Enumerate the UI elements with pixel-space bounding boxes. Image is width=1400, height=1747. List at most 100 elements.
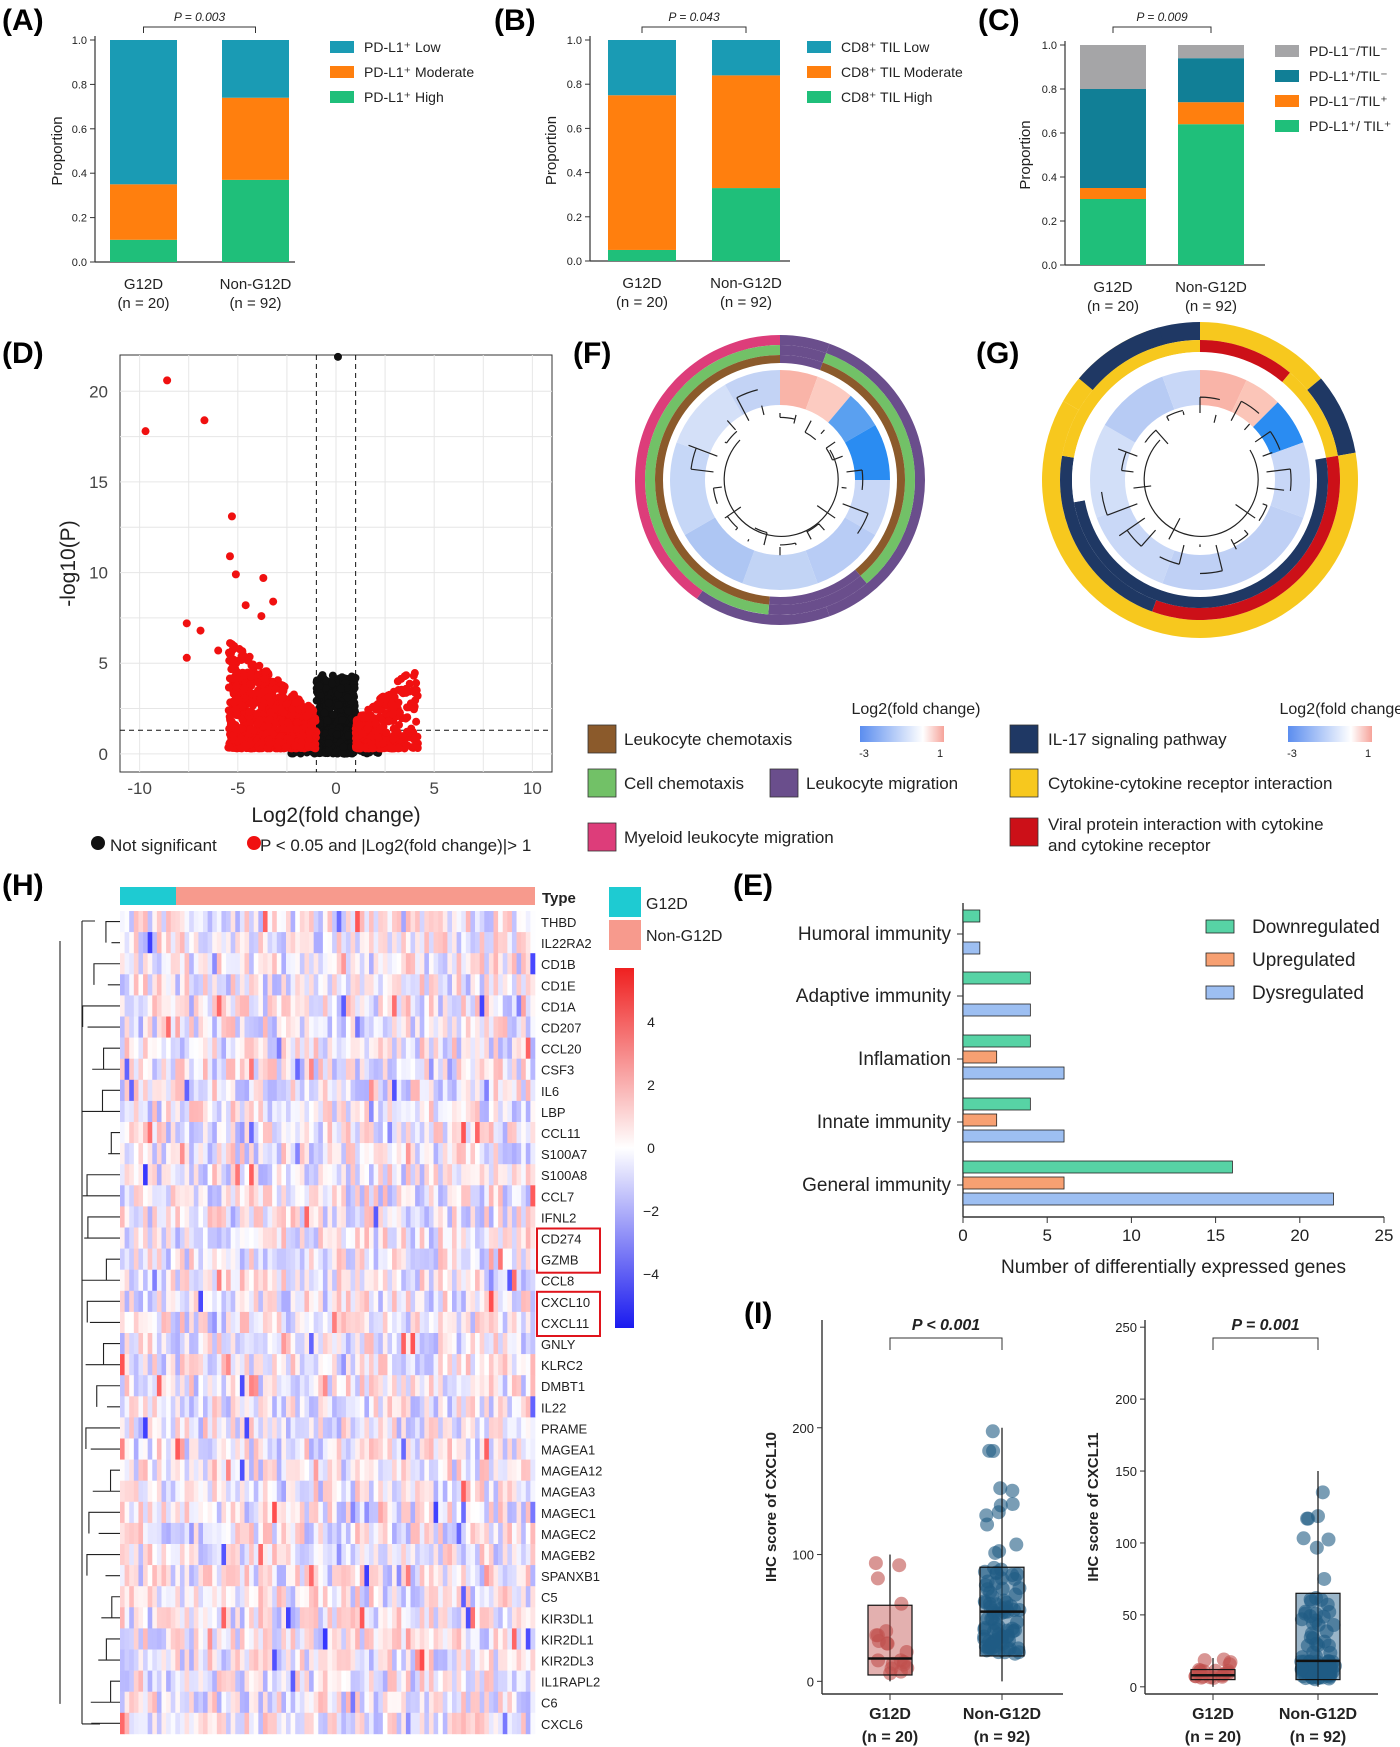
heatmap-cell: [438, 1269, 444, 1292]
heatmap-cell: [355, 1375, 361, 1397]
heatmap-cell: [415, 1522, 421, 1545]
heatmap-cell: [373, 1058, 379, 1081]
heatmap-cell: [511, 1269, 517, 1292]
heatmap-cell: [442, 1037, 448, 1059]
point-not-significant: [329, 710, 338, 719]
heatmap-cell: [336, 1079, 342, 1102]
heatmap-cell: [424, 1290, 430, 1313]
heatmap-cell: [369, 1333, 374, 1355]
heatmap-cell: [433, 995, 439, 1017]
heatmap-cell: [281, 911, 287, 933]
heatmap-cell: [405, 932, 411, 954]
heatmap-cell: [175, 1480, 181, 1503]
heatmap-cell: [281, 1459, 287, 1481]
heatmap-cell: [313, 1143, 319, 1165]
y-tick-label: 0.4: [1042, 172, 1057, 184]
heatmap-cell: [156, 1248, 162, 1270]
heatmap-cell: [382, 1290, 388, 1313]
heatmap-cell: [332, 1122, 338, 1144]
heatmap-cell: [428, 1079, 434, 1102]
point-significant: [229, 655, 238, 664]
heatmap-cell: [355, 1501, 361, 1524]
heatmap-cell: [299, 1480, 305, 1503]
heatmap-cell: [332, 1185, 338, 1207]
heatmap-cell: [410, 1438, 416, 1460]
heatmap-cell: [290, 1480, 296, 1503]
heatmap-cell: [461, 1122, 467, 1144]
heatmap-cell: [152, 1522, 158, 1545]
heatmap-cell: [516, 1100, 522, 1123]
legend-label: Non-G12D: [646, 928, 722, 945]
heatmap-cell: [313, 1037, 319, 1059]
heatmap-cell: [461, 1354, 467, 1376]
heatmap-cell: [166, 911, 172, 933]
point-not-significant: [338, 715, 347, 724]
heatmap-cell: [221, 1354, 227, 1376]
heatmap-cell: [456, 1333, 462, 1355]
heatmap-cell: [428, 1206, 434, 1228]
heatmap-cell: [239, 1480, 245, 1503]
heatmap-cell: [286, 1269, 291, 1292]
heatmap-cell: [129, 911, 135, 933]
heatmap-cell: [143, 1459, 148, 1481]
heatmap-cell: [493, 953, 499, 975]
heatmap-cell: [392, 1227, 397, 1249]
heatmap-cell: [359, 1206, 365, 1228]
point-significant: [286, 723, 295, 732]
heatmap-cell: [336, 1459, 342, 1481]
legend-label: Cytokine-cytokine receptor interaction: [1048, 774, 1332, 793]
heatmap-cell: [290, 1354, 296, 1376]
heatmap-cell: [189, 1185, 195, 1207]
heatmap-cell: [484, 995, 490, 1017]
heatmap-cell: [253, 1143, 259, 1165]
heatmap-cell: [161, 1058, 167, 1081]
heatmap-cell: [364, 1333, 370, 1355]
heatmap-cell: [226, 1079, 231, 1102]
heatmap-cell: [419, 1206, 425, 1228]
heatmap-cell: [318, 1396, 324, 1418]
heatmap-cell: [498, 1122, 504, 1144]
heatmap-cell: [309, 1227, 314, 1249]
heatmap-cell: [262, 1185, 268, 1207]
heatmap-cell: [488, 974, 494, 996]
heatmap-cell: [382, 1417, 388, 1439]
category-ring-segment: [1282, 372, 1338, 458]
heatmap-cell: [507, 1311, 513, 1334]
heatmap-cell: [470, 932, 476, 954]
heatmap-cell: [498, 1058, 504, 1081]
heatmap-cell: [175, 1269, 181, 1292]
heatmap-cell: [424, 1480, 430, 1503]
heatmap-cell: [465, 1122, 471, 1144]
legend-swatch: [807, 41, 831, 53]
heatmap-cell: [120, 1016, 125, 1038]
heatmap-cell: [511, 1164, 517, 1186]
heatmap-cell: [295, 1122, 301, 1144]
heatmap-cell: [133, 1122, 139, 1144]
heatmap-cell: [281, 1438, 287, 1460]
heatmap-cell: [382, 995, 388, 1017]
heatmap-cell: [525, 1227, 531, 1249]
heatmap-cell: [313, 1501, 319, 1524]
heatmap-cell: [184, 932, 190, 954]
heatmap-cell: [479, 974, 485, 996]
heatmap-cell: [133, 1290, 139, 1313]
heatmap-cell: [387, 1227, 393, 1249]
heatmap-cell: [364, 1290, 370, 1313]
heatmap-cell: [387, 1248, 393, 1270]
heatmap-cell: [475, 1037, 480, 1059]
heatmap-cell: [461, 1375, 467, 1397]
heatmap-cell: [484, 1438, 490, 1460]
panel-label-g: (G): [976, 337, 1019, 370]
heatmap-cell: [456, 1438, 462, 1460]
heatmap-cell: [221, 1269, 227, 1292]
heatmap-cell: [262, 1333, 268, 1355]
heatmap-cell: [470, 1480, 476, 1503]
heatmap-cell: [424, 1333, 430, 1355]
heatmap-cell: [369, 995, 374, 1017]
heatmap-cell: [262, 1522, 268, 1545]
heatmap-cell: [396, 1100, 402, 1123]
heatmap-cell: [498, 1290, 504, 1313]
heatmap-cell: [290, 1417, 296, 1439]
heatmap-cell: [465, 1354, 471, 1376]
heatmap-cell: [138, 1185, 144, 1207]
